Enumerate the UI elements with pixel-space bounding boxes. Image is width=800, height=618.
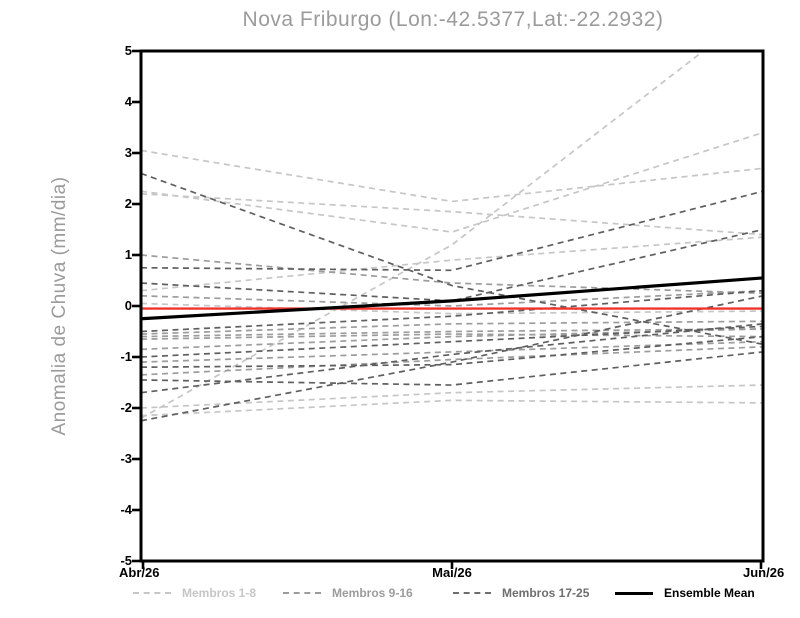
ensemble-member-line-group1 [141,131,763,233]
ensemble-member-line-group3 [141,335,763,369]
ensemble-member-line-group3 [141,351,763,386]
ensemble-member-line-group1 [141,192,763,236]
ensemble-member-line-group3 [141,289,763,333]
dashed-line-sample-medium [283,592,321,594]
y-tick-label: -5 [120,553,132,568]
y-tick-label: 1 [124,247,132,262]
y-tick-label: -3 [120,451,132,466]
y-tick-label: 0 [124,298,132,313]
solid-line-sample-mean [615,591,653,595]
legend: Membros 1-8 Membros 9-16 Membros 17-25 E… [0,585,800,605]
ensemble-member-line-group1 [141,236,763,292]
dashed-line-sample-dark [453,592,491,594]
legend-label: Ensemble Mean [664,586,755,600]
ensemble-member-line-group2 [141,328,763,338]
ensemble-member-line-group1 [141,51,705,419]
plot-frame [139,49,765,563]
legend-item-membros-1-8: Membros 1-8 [133,585,256,601]
y-tick-label: 5 [124,43,132,58]
y-tick-label: 3 [124,145,132,160]
y-tick-label: -4 [120,502,132,517]
ensemble-member-line-group3 [141,323,763,394]
y-tick-label: -2 [120,400,132,415]
ensemble-member-line-group3 [141,190,763,272]
ensemble-member-line-group2 [141,328,763,351]
ensemble-member-line-group2 [141,289,763,307]
x-tick-label: Abr/26 [119,565,160,580]
legend-label: Membros 9-16 [332,586,413,600]
legend-label: Membros 1-8 [182,586,257,600]
ensemble-member-line-group2 [141,254,763,295]
ensemble-member-line-group1 [141,149,763,203]
ensemble-member-line-group3 [141,325,763,358]
y-tick-label: 4 [124,94,132,109]
ensemble-member-line-group1 [141,302,763,315]
legend-label: Membros 17-25 [502,586,590,600]
ensemble-member-line-group2 [141,333,763,340]
chart-title: Nova Friburgo (Lon:-42.5377,Lat:-22.2932… [242,8,664,31]
x-tick-label: Jun/26 [743,565,785,580]
legend-item-membros-9-16: Membros 9-16 [283,585,413,601]
ensemble-member-line-group1 [141,399,763,417]
dashed-line-sample-light [133,592,171,594]
ensemble-mean-line [141,276,763,321]
ensemble-member-line-group3 [141,172,763,346]
y-tick-label: -1 [120,349,132,364]
legend-item-ensemble-mean: Ensemble Mean [615,585,755,601]
ensemble-member-line-group2 [141,320,763,335]
ensemble-member-line-group2 [141,345,763,376]
x-tick-label: Mai/26 [432,565,472,580]
legend-item-membros-17-25: Membros 17-25 [453,585,589,601]
ensemble-member-line-group3 [141,294,763,422]
ensemble-member-line-group1 [141,384,763,409]
y-tick-label: 2 [124,196,132,211]
